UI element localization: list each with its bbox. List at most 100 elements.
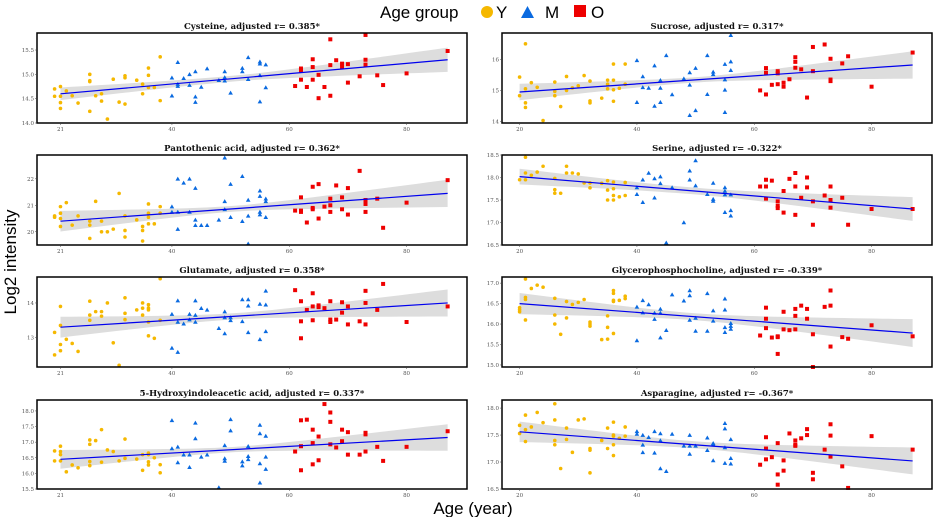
point-young (111, 227, 116, 231)
point-old (310, 462, 315, 467)
point-old (810, 477, 815, 482)
point-old (775, 199, 780, 204)
point-young (87, 223, 92, 227)
point-middle (181, 452, 186, 457)
point-old (805, 95, 810, 100)
point-young (558, 191, 563, 196)
point-middle (245, 55, 251, 60)
point-middle (240, 218, 245, 223)
point-old (310, 57, 315, 62)
point-young (99, 309, 104, 314)
point-young (140, 228, 145, 233)
point-middle (216, 326, 222, 331)
point-middle (669, 185, 675, 190)
point-middle (263, 85, 269, 90)
point-young (523, 42, 528, 46)
point-old (810, 470, 815, 475)
point-young (523, 427, 528, 432)
y-tick-label: 17.5 (22, 425, 35, 431)
point-old (310, 184, 315, 189)
point-middle (658, 438, 663, 443)
point-young (611, 99, 616, 104)
point-old (298, 68, 303, 73)
point-middle (652, 450, 657, 455)
point-old (375, 73, 380, 78)
point-middle (687, 293, 693, 298)
point-middle (728, 456, 734, 461)
point-old (363, 300, 368, 305)
point-young (123, 456, 127, 461)
point-old (445, 304, 450, 309)
point-young (523, 318, 528, 322)
point-young (576, 418, 581, 422)
point-old (404, 71, 409, 76)
point-young (158, 204, 162, 209)
point-middle (663, 53, 669, 58)
point-middle (728, 208, 734, 213)
point-old (763, 196, 768, 201)
point-middle (198, 84, 204, 89)
point-middle (257, 209, 263, 214)
point-old (828, 79, 833, 84)
point-old (910, 334, 915, 339)
point-middle (169, 446, 175, 451)
point-middle (722, 307, 728, 312)
point-young (70, 463, 74, 467)
point-old (328, 196, 333, 201)
point-old (328, 419, 333, 424)
point-middle (640, 442, 646, 447)
point-middle (640, 298, 646, 303)
point-young (146, 66, 151, 70)
x-tick-label: 80 (403, 249, 410, 255)
point-young (552, 418, 557, 422)
point-young (87, 318, 92, 323)
point-young (123, 102, 127, 106)
point-old (775, 203, 780, 208)
point-old (316, 72, 321, 77)
point-middle (640, 85, 646, 90)
point-old (846, 485, 851, 490)
point-young (541, 420, 545, 425)
point-young (76, 349, 80, 354)
point-old (775, 472, 780, 477)
point-old (298, 299, 303, 304)
point-middle (634, 429, 640, 434)
point-young (52, 215, 57, 220)
plot-frame (501, 276, 933, 368)
point-middle (181, 321, 186, 326)
point-old (363, 432, 368, 437)
point-middle (652, 176, 657, 181)
point-middle (240, 463, 245, 468)
point-middle (634, 100, 640, 105)
point-middle (228, 417, 233, 422)
point-middle (669, 92, 675, 97)
point-young (582, 73, 586, 78)
point-old (363, 449, 368, 454)
panels: Cysteine, adjusted r= 0.385* 21 40 60 80 14.0… (22, 22, 933, 499)
point-middle (722, 109, 728, 114)
point-old (763, 316, 768, 321)
point-old (445, 178, 450, 183)
point-young (58, 211, 63, 216)
point-young (70, 341, 74, 346)
y-tick-label: 18.0 (22, 409, 35, 415)
point-old (328, 93, 333, 98)
point-middle (204, 452, 210, 457)
point-young (588, 324, 592, 328)
point-old (793, 212, 798, 217)
point-old (310, 291, 315, 296)
point-young (517, 431, 522, 436)
point-old (781, 468, 786, 473)
point-young (123, 317, 127, 322)
point-young (58, 348, 63, 353)
point-young (117, 363, 121, 368)
point-young (611, 299, 616, 304)
regression-line (519, 302, 913, 334)
point-middle (658, 174, 663, 179)
point-young (552, 322, 557, 326)
point-young (146, 73, 151, 78)
point-old (781, 458, 786, 463)
point-old (363, 57, 368, 62)
point-young (58, 452, 63, 457)
point-middle (257, 337, 263, 342)
